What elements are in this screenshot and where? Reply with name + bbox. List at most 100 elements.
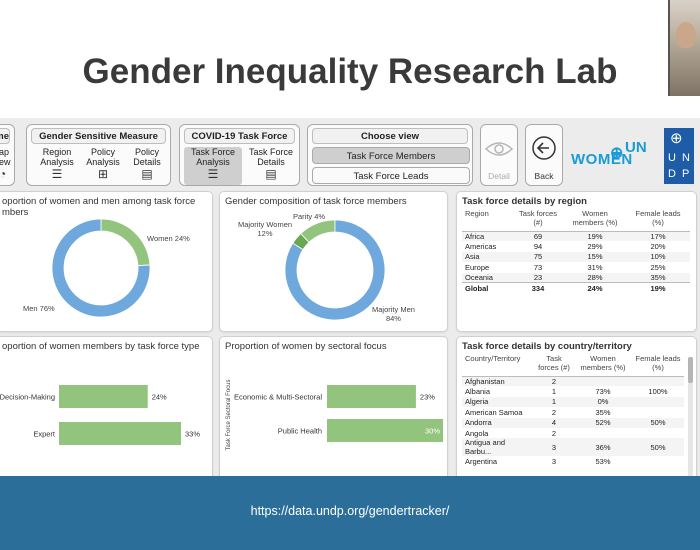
table-cell: 75 <box>512 251 564 263</box>
panel-title: Task force details by region <box>462 196 587 207</box>
table-cell: Americas <box>465 242 497 252</box>
table-cell: 23 <box>512 272 564 283</box>
donut-slice-men[interactable] <box>51 218 151 318</box>
table-cell: Afghanistan <box>462 376 534 387</box>
table-cell: 0% <box>574 396 632 408</box>
table-scrollbar[interactable] <box>688 357 693 478</box>
nav-group-title: Gender Sensitive Measure <box>31 128 166 144</box>
webcam-thumbnail <box>668 0 700 96</box>
nav-group-choose-view: Choose view Task Force Members Task Forc… <box>307 124 473 186</box>
task-force-details-button[interactable]: Task Force Details ▤ <box>244 147 298 185</box>
table-row[interactable]: Oceania 23 28% 35% <box>462 272 690 283</box>
detail-button[interactable]: Detail <box>480 124 518 186</box>
task-force-leads-view-button[interactable]: Task Force Leads <box>312 167 470 184</box>
column-header[interactable]: Region <box>465 209 489 218</box>
table-cell: 69 <box>512 231 564 242</box>
task-force-type-bar-chart: Decision-Making 24% Expert 33% <box>0 385 200 445</box>
table-header-row: Region Task forces (#) Women members (%)… <box>462 209 690 231</box>
table-row[interactable]: American Samoa 2 35% <box>462 407 684 417</box>
gender-composition-donut-chart <box>284 219 386 321</box>
map-view-button[interactable]: ap ew ◔ <box>0 147 15 185</box>
column-header[interactable]: Task forces (#) <box>519 209 557 227</box>
table-header-row: Country/Territory Task forces (#) Women … <box>462 354 684 376</box>
task-force-members-view-button[interactable]: Task Force Members <box>312 147 470 164</box>
undp-logo: ⊕ U N D P <box>664 128 694 184</box>
bar-expert[interactable] <box>59 422 181 445</box>
policy-details-button[interactable]: Policy Details ▤ <box>127 147 167 185</box>
document-icon: ▤ <box>141 167 153 181</box>
button-label: Policy <box>90 147 115 157</box>
table-row[interactable]: Afghanistan 2 <box>462 376 684 387</box>
policy-analysis-button[interactable]: Policy Analysis ⊞ <box>81 147 125 185</box>
back-button[interactable]: Back <box>525 124 563 186</box>
bar-public-health[interactable] <box>327 419 443 442</box>
nav-group-gender-measure: Gender Sensitive Measure Region Analysis… <box>26 124 171 186</box>
table-row[interactable]: Africa 69 19% 17% <box>462 231 690 242</box>
nav-group-covid: COVID-19 Task Force Task Force Analysis … <box>179 124 300 186</box>
table-cell: 50% <box>632 417 684 428</box>
table-cell: 10% <box>626 251 690 263</box>
bar-value-label: 23% <box>420 393 435 402</box>
back-label: Back <box>534 171 554 181</box>
nav-group-map: me ap ew ◔ <box>0 124 15 186</box>
table-row[interactable]: Angola 2 <box>462 428 684 438</box>
table-row[interactable]: Andorra 4 52% 50% <box>462 417 684 428</box>
category-label: Expert <box>33 430 56 439</box>
scrollbar-thumb[interactable] <box>688 357 693 383</box>
table-cell: 73% <box>595 387 611 397</box>
column-header[interactable]: Task forces (#) <box>538 354 570 372</box>
category-label: Economic & Multi-Sectoral <box>234 393 322 402</box>
donut-slice-women[interactable] <box>100 218 151 267</box>
column-header[interactable]: Women members (%) <box>580 354 626 372</box>
table-total-row: Global 334 24% 19% <box>462 282 690 294</box>
column-header[interactable]: Country/Territory <box>465 354 521 363</box>
slice-label-line: Majority Women <box>238 220 293 229</box>
table-row[interactable]: Argentina 3 53% <box>462 456 684 466</box>
women-men-proportion-panel: oportion of women and men among task for… <box>0 191 213 332</box>
table-cell: 3 <box>551 457 557 467</box>
task-force-analysis-button[interactable]: Task Force Analysis ☰ <box>184 147 242 185</box>
column-header[interactable]: Women members (%) <box>572 209 618 227</box>
table-cell: Global <box>462 282 512 294</box>
table-row[interactable]: Antigua and Barbu... 3 36% 50% <box>462 438 684 457</box>
table-cell: Argentina <box>465 457 498 467</box>
table-cell: American Samoa <box>465 407 523 417</box>
footer-url[interactable]: https://data.undp.org/gendertracker/ <box>250 504 450 518</box>
bar-economic-multi-sectoral[interactable] <box>327 385 416 408</box>
table-cell: 4 <box>534 417 574 428</box>
table-row[interactable]: Algeria 1 0% <box>462 396 684 408</box>
button-label: Task Force <box>190 147 235 157</box>
table-row[interactable]: Europe 73 31% 25% <box>462 262 690 272</box>
table-cell <box>632 407 684 417</box>
table-cell: 19% <box>626 282 690 294</box>
table-cell: 52% <box>574 417 632 428</box>
table-cell: Algeria <box>462 396 534 408</box>
table-cell: 29% <box>587 242 603 252</box>
gender-composition-panel: Gender composition of task force members… <box>219 191 448 332</box>
column-header[interactable]: Female leads (%) <box>635 209 681 227</box>
table-cell: Africa <box>462 231 512 242</box>
bar-list-icon: ☰ <box>51 167 63 181</box>
undp-letter: N <box>682 152 690 164</box>
table-row[interactable]: Americas 94 29% 20% <box>462 241 690 251</box>
country-details-panel: Task force details by country/territory … <box>456 336 697 478</box>
undp-emblem-icon: ⊕ <box>670 130 683 147</box>
slice-label-men: Men 76% <box>23 304 55 313</box>
table-row[interactable]: Asia 75 15% 10% <box>462 251 690 263</box>
table-cell: 2 <box>551 428 557 438</box>
slide-title: Gender Inequality Research Lab <box>82 52 618 91</box>
table-cell: Antigua and Barbu... <box>462 438 534 457</box>
bar-decision-making[interactable] <box>59 385 148 408</box>
table-cell: 50% <box>632 438 684 457</box>
table-cell: 1 <box>534 396 574 408</box>
button-label: Analysis <box>86 157 120 167</box>
donut-slice-majority-men[interactable] <box>284 219 386 321</box>
table-cell: 31% <box>587 262 603 272</box>
table-row[interactable]: Albania 1 73% 100% <box>462 386 684 396</box>
region-analysis-button[interactable]: Region Analysis ☰ <box>35 147 79 185</box>
table-cell: Angola <box>465 428 489 438</box>
dashboard: me ap ew ◔ Gender Sensitive Measure Regi… <box>0 118 700 478</box>
bar-value-label: 30% <box>425 427 440 436</box>
column-header[interactable]: Female leads (%) <box>635 354 681 372</box>
donut-slice-majority-women[interactable] <box>300 219 336 243</box>
